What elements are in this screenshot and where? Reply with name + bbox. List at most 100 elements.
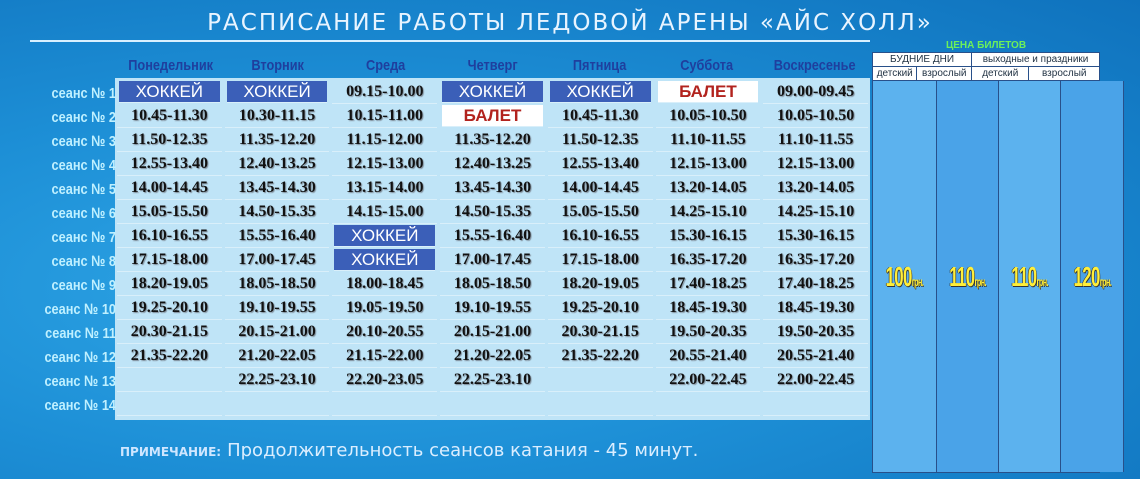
session-time-cell: 11.50-12.35 [547, 128, 653, 152]
session-time-cell: 21.35-22.20 [547, 344, 653, 368]
session-time-cell: 18.20-19.05 [547, 272, 653, 296]
day-header: Четверг [467, 57, 518, 74]
hockey-cell: ХОККЕЙ [549, 81, 651, 103]
session-time-cell: 22.00-22.45 [763, 368, 868, 392]
session-time-cell [763, 392, 868, 416]
session-time-cell: 16.35-17.20 [655, 248, 761, 272]
session-time-cell: 18.05-18.50 [224, 272, 330, 296]
weekdays-header: БУДНИЕ ДНИ [871, 52, 973, 67]
session-time-cell: 12.40-13.25 [440, 152, 545, 176]
session-time-cell: 12.15-13.00 [655, 152, 761, 176]
session-time-cell: 20.55-21.40 [655, 344, 761, 368]
session-time-cell [440, 392, 545, 416]
session-time-cell: 20.10-20.55 [332, 320, 438, 344]
session-time-cell [117, 392, 222, 416]
day-header: Вторник [251, 57, 305, 74]
session-time-cell: 11.35-12.20 [224, 128, 330, 152]
session-time-cell: 15.55-16.40 [440, 224, 545, 248]
session-time-cell: 12.40-13.25 [224, 152, 330, 176]
session-time-cell: 18.45-19.30 [763, 296, 868, 320]
session-time-cell: 22.25-23.10 [440, 368, 545, 392]
weekends-header: выходные и праздники [971, 52, 1100, 67]
session-time-cell: 17.40-18.25 [763, 272, 868, 296]
session-time-cell: 19.05-19.50 [332, 296, 438, 320]
session-time-cell: 11.10-11.55 [763, 128, 868, 152]
session-time-cell: 17.15-18.00 [547, 248, 653, 272]
session-time-cell: 22.20-23.05 [332, 368, 438, 392]
session-label: сеанс № 11 [45, 325, 116, 342]
session-time-cell: 09.00-09.45 [763, 80, 868, 104]
session-time-cell: 10.45-11.30 [117, 104, 222, 128]
session-time-cell: 14.00-14.45 [117, 176, 222, 200]
day-header: Суббота [680, 57, 734, 74]
session-time-cell: 17.00-17.45 [224, 248, 330, 272]
session-label: сеанс № 10 [44, 301, 116, 318]
price-cell: 110грн. [936, 81, 999, 472]
session-time-cell: 18.00-18.45 [332, 272, 438, 296]
adult-header: взрослый [916, 66, 973, 81]
session-time-cell: 12.15-13.00 [763, 152, 868, 176]
session-time-cell: 16.10-16.55 [117, 224, 222, 248]
hockey-cell: ХОККЕЙ [334, 225, 436, 247]
divider [30, 40, 870, 42]
session-time-cell: 14.50-15.35 [224, 200, 330, 224]
session-time-cell: 18.20-19.05 [117, 272, 222, 296]
session-time-cell: 22.25-23.10 [224, 368, 330, 392]
session-time-cell: 19.50-20.35 [655, 320, 761, 344]
day-header: Пятница [573, 57, 627, 74]
session-time-cell: 15.30-16.15 [655, 224, 761, 248]
session-label: сеанс № 9 [51, 277, 116, 294]
day-header: Понедельник [128, 57, 214, 74]
session-time-cell [655, 392, 761, 416]
session-time-cell: 09.15-10.00 [332, 80, 438, 104]
session-time-cell: 11.35-12.20 [440, 128, 545, 152]
price-cell: 100грн. [873, 81, 937, 472]
session-time-cell: 14.25-15.10 [763, 200, 868, 224]
session-time-cell: 10.15-11.00 [332, 104, 438, 128]
child-header: детский [871, 66, 918, 81]
session-time-cell [547, 392, 653, 416]
session-time-cell: 14.00-14.45 [547, 176, 653, 200]
note: ПРИМЕЧАНИЕ: Продолжительность сеансов кат… [120, 440, 698, 461]
session-time-cell: 18.45-19.30 [655, 296, 761, 320]
session-time-cell [224, 392, 330, 416]
session-time-cell [547, 368, 653, 392]
day-header: Среда [365, 57, 405, 74]
session-time-cell: 20.15-21.00 [440, 320, 545, 344]
session-time-cell: 11.10-11.55 [655, 128, 761, 152]
session-time-cell: 10.45-11.30 [547, 104, 653, 128]
session-time-cell: 14.50-15.35 [440, 200, 545, 224]
session-time-cell: 17.00-17.45 [440, 248, 545, 272]
session-time-cell: 17.40-18.25 [655, 272, 761, 296]
session-time-cell: 21.35-22.20 [117, 344, 222, 368]
session-time-cell: 13.45-14.30 [224, 176, 330, 200]
session-time-cell: 20.55-21.40 [763, 344, 868, 368]
session-label: сеанс № 7 [51, 229, 116, 246]
schedule-grid: ХОККЕЙ ХОККЕЙ 09.15-10.00 ХОККЕЙ ХОККЕЙ БАЛЕТ… [117, 80, 868, 416]
session-time-cell: 10.05-10.50 [763, 104, 868, 128]
session-label: сеанс № 3 [51, 133, 116, 150]
note-label: ПРИМЕЧАНИЕ: [120, 445, 222, 459]
child-header: детский [971, 66, 1030, 81]
hockey-cell: ХОККЕЙ [442, 81, 543, 103]
session-time-cell: 20.30-21.15 [547, 320, 653, 344]
session-time-cell: 21.20-22.05 [224, 344, 330, 368]
ballet-cell: БАЛЕТ [657, 81, 759, 103]
session-label: сеанс № 6 [51, 205, 116, 222]
session-time-cell: 21.20-22.05 [440, 344, 545, 368]
session-time-cell: 17.15-18.00 [117, 248, 222, 272]
session-time-cell: 13.15-14.00 [332, 176, 438, 200]
schedule-panel [115, 78, 870, 420]
session-label: сеанс № 13 [44, 373, 116, 390]
hockey-cell: ХОККЕЙ [334, 249, 436, 271]
session-label: сеанс № 14 [44, 397, 116, 414]
session-time-cell: 18.05-18.50 [440, 272, 545, 296]
session-time-cell: 11.15-12.00 [332, 128, 438, 152]
session-label: сеанс № 8 [51, 253, 116, 270]
session-time-cell: 15.05-15.50 [117, 200, 222, 224]
session-time-cell: 15.05-15.50 [547, 200, 653, 224]
session-time-cell: 13.20-14.05 [763, 176, 868, 200]
session-time-cell: 13.20-14.05 [655, 176, 761, 200]
session-label: сеанс № 2 [51, 109, 116, 126]
session-time-cell: 20.15-21.00 [224, 320, 330, 344]
